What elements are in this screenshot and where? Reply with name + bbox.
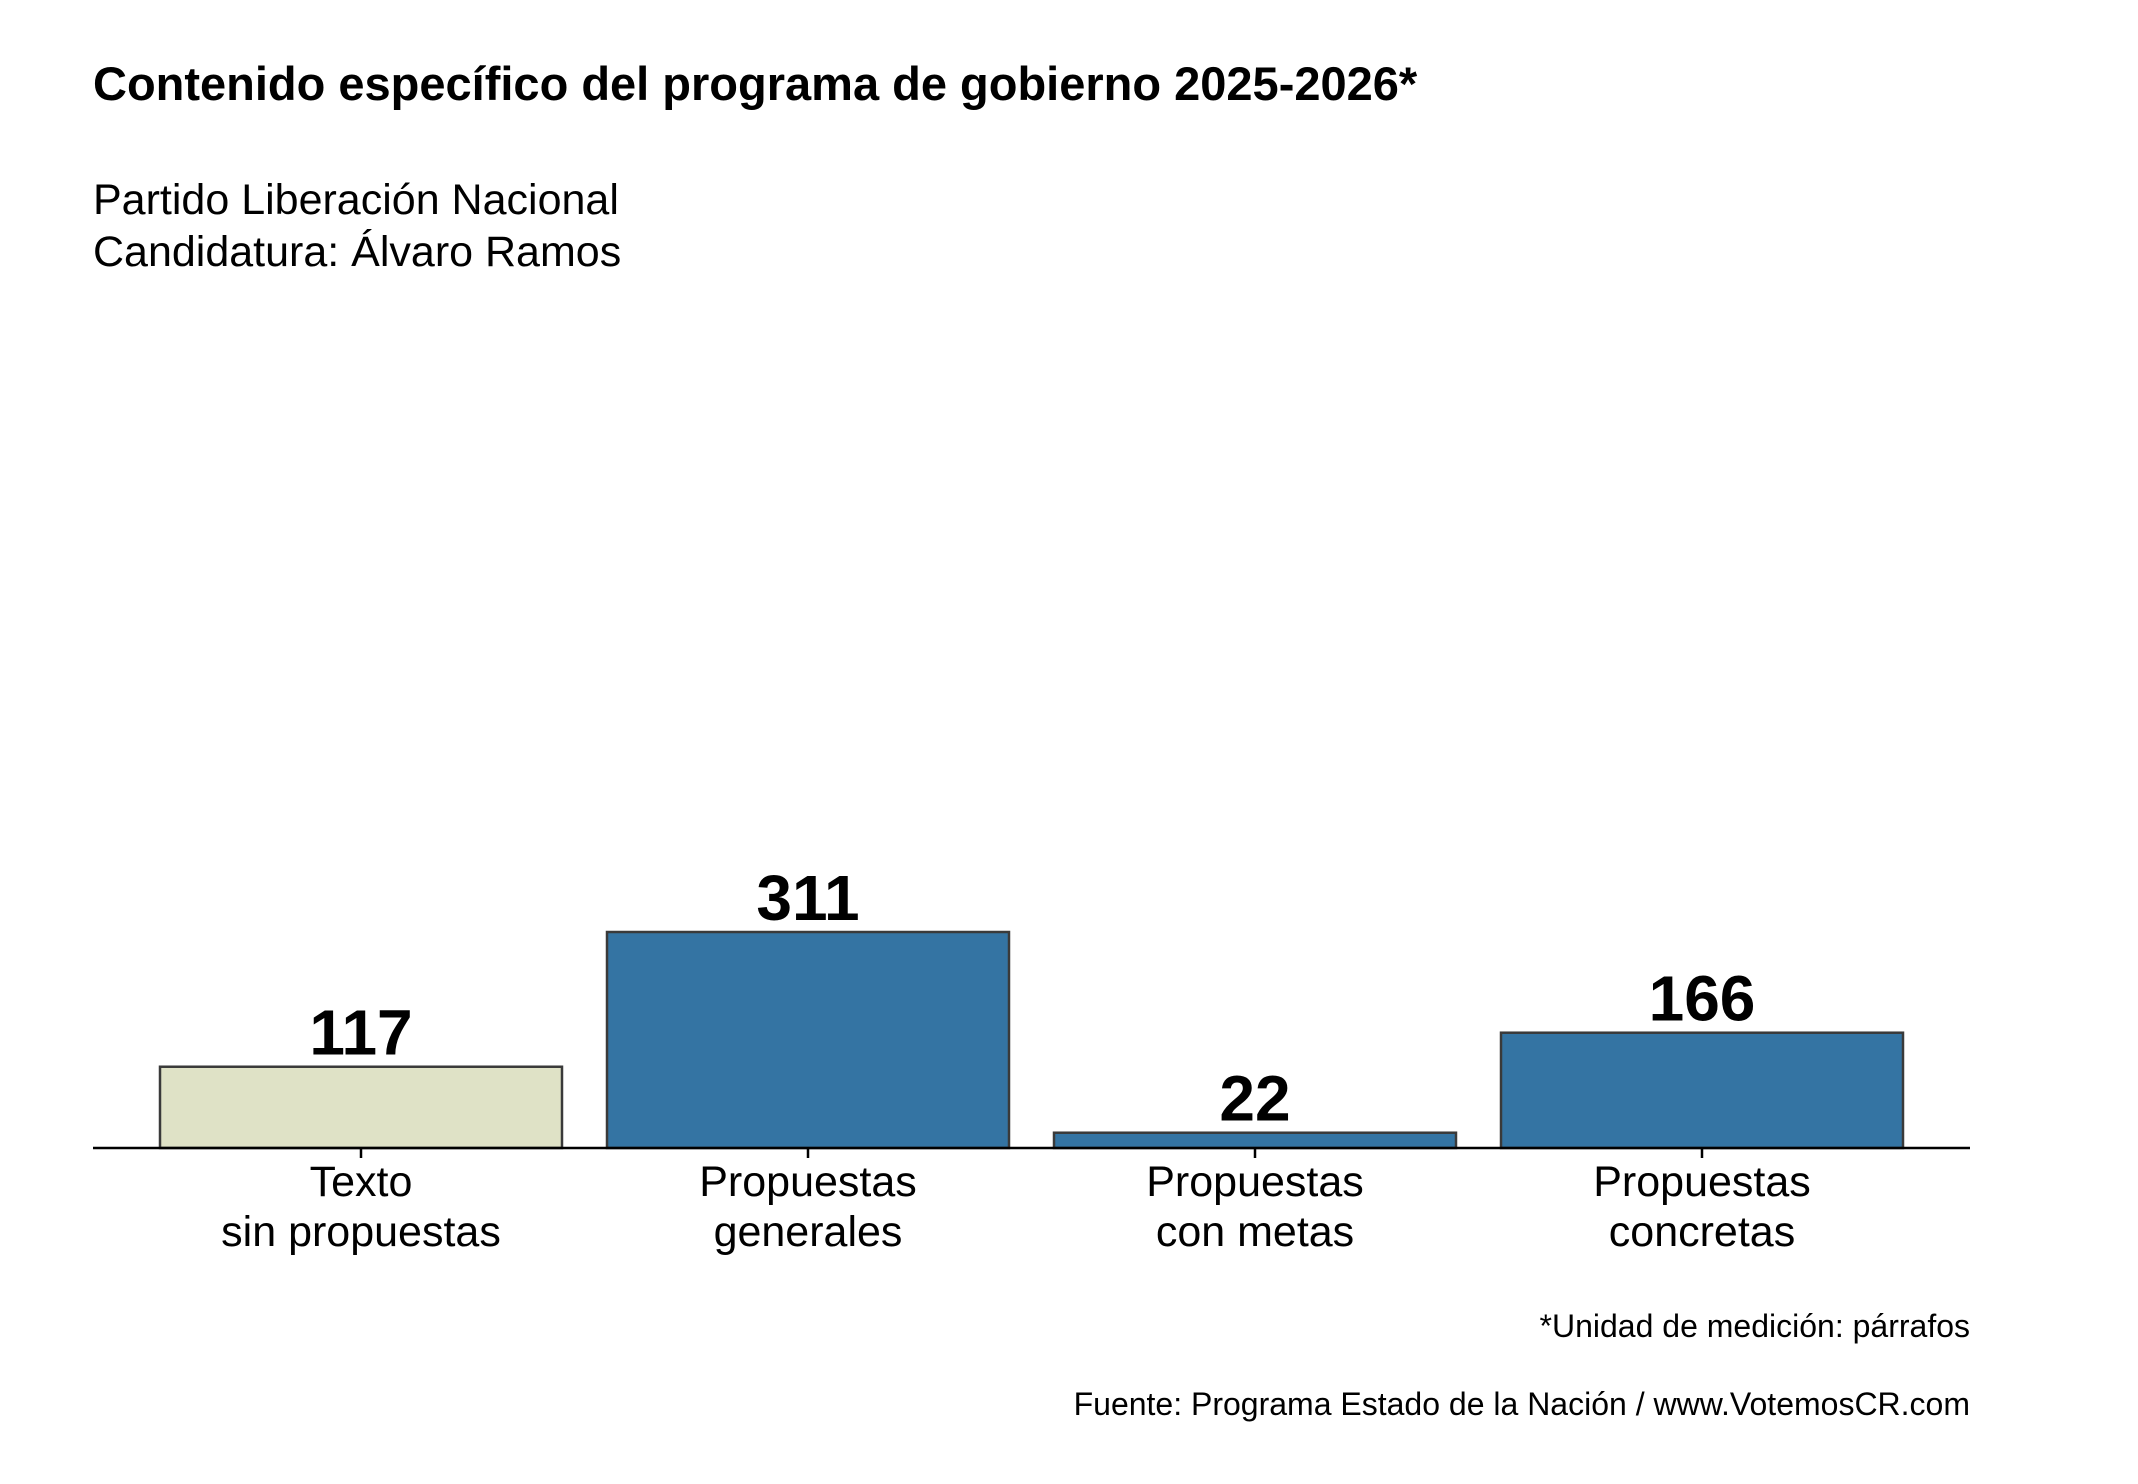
chart-title: Contenido específico del programa de gob… <box>93 57 1418 110</box>
x-tick-label-0-1: sin propuestas <box>221 1208 501 1256</box>
x-tick-label-0-0: Texto <box>310 1158 413 1206</box>
bar-0 <box>158 1065 564 1150</box>
source-note: Fuente: Programa Estado de la Nación / w… <box>1073 1386 1970 1422</box>
x-tick-label-3-0: Propuestas <box>1593 1158 1811 1206</box>
footnote: *Unidad de medición: párrafos <box>1539 1308 1970 1344</box>
x-tick-label-2-1: con metas <box>1156 1208 1354 1256</box>
x-tick-label-1-1: generales <box>714 1208 903 1256</box>
data-label-1: 311 <box>756 862 859 934</box>
bar-1 <box>605 930 1011 1150</box>
chart-subtitle-party: Partido Liberación Nacional <box>93 176 619 224</box>
data-label-2: 22 <box>1219 1063 1290 1135</box>
x-tick-label-1-0: Propuestas <box>699 1158 917 1206</box>
x-tick-label-2-0: Propuestas <box>1146 1158 1364 1206</box>
bar-3 <box>1499 1031 1905 1150</box>
data-label-3: 166 <box>1649 963 1756 1035</box>
data-label-0: 117 <box>309 997 412 1069</box>
bar-2 <box>1052 1131 1458 1150</box>
x-tick-label-3-1: concretas <box>1609 1208 1795 1256</box>
chart-subtitle-candidate: Candidatura: Álvaro Ramos <box>93 228 622 276</box>
